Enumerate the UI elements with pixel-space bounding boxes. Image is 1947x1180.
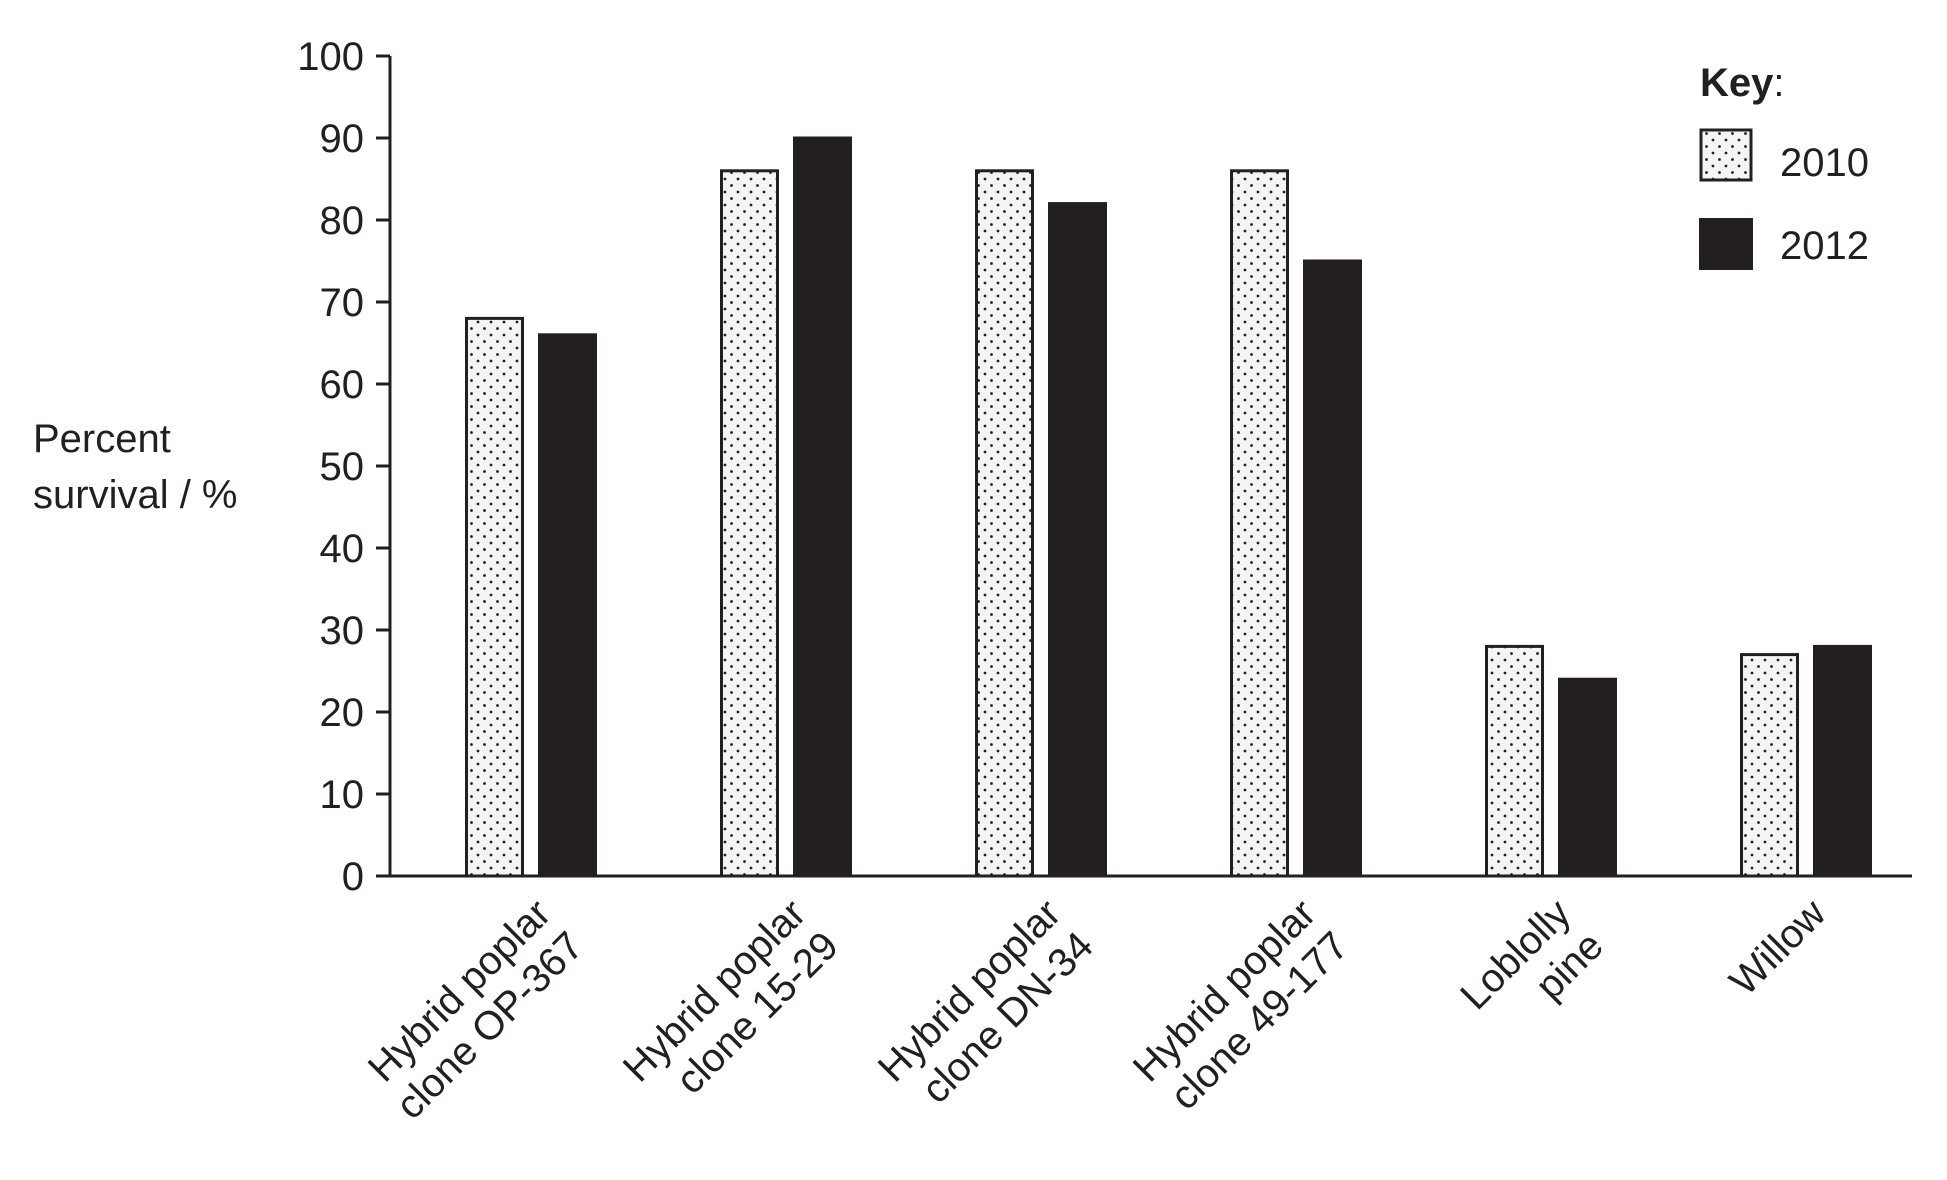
bar-2010-hybrid-poplar-clone-dn-34 — [975, 169, 1034, 878]
legend-label-2012: 2012 — [1780, 224, 1869, 268]
y-tick-label-0: 0 — [342, 855, 364, 899]
category-label-loblolly-pine: Loblollypine — [1452, 891, 1612, 1051]
bar-2010-loblolly-pine — [1485, 644, 1544, 878]
category-label-hybrid-poplar-clone-49-177: Hybrid poplarclone 49-177 — [1125, 891, 1357, 1123]
bars-group — [465, 136, 1872, 878]
y-axis: 0 10 20 30 40 50 60 70 80 90 100 — [297, 35, 392, 899]
legend-label-2010: 2010 — [1780, 141, 1869, 185]
y-tick-label-10: 10 — [320, 773, 365, 817]
y-tick-label-80: 80 — [320, 199, 365, 243]
y-tick-label-50: 50 — [320, 445, 365, 489]
bar-2010-hybrid-poplar-clone-49-177 — [1230, 169, 1289, 878]
category-label-hybrid-poplar-clone-op-367: Hybrid poplarclone OP-367 — [355, 891, 592, 1128]
y-tick-label-60: 60 — [320, 363, 365, 407]
y-axis-label-line-2: survival / % — [33, 473, 238, 517]
bar-2012-loblolly-pine — [1558, 677, 1617, 876]
y-tick-label-40: 40 — [320, 527, 365, 571]
y-tick-label-90: 90 — [320, 117, 365, 161]
y-tick-label-100: 100 — [297, 35, 364, 79]
y-axis-label-line-1: Percent — [33, 417, 171, 461]
category-label-willow: Willow — [1721, 891, 1834, 1004]
legend-swatch-2012 — [1699, 218, 1753, 270]
bar-2012-hybrid-poplar-clone-op-367 — [538, 333, 597, 876]
category-label-hybrid-poplar-clone-dn-34: Hybrid poplarclone DN-34 — [870, 891, 1102, 1123]
category-label-line-1: Willow — [1721, 891, 1834, 1004]
legend: Key: 2010 2012 — [1699, 61, 1869, 270]
y-tick-label-20: 20 — [320, 691, 365, 735]
y-tick-label-70: 70 — [320, 281, 365, 325]
category-labels: Hybrid poplarclone OP-367 Hybrid poplarcl… — [355, 891, 1834, 1128]
bar-2012-willow — [1813, 644, 1872, 876]
bar-2012-hybrid-poplar-clone-dn-34 — [1048, 202, 1107, 877]
bar-2012-hybrid-poplar-clone-49-177 — [1303, 259, 1362, 876]
bar-2010-hybrid-poplar-clone-op-367 — [465, 316, 524, 878]
legend-title-separator: : — [1773, 61, 1784, 105]
legend-title: Key — [1700, 61, 1774, 105]
y-tick-label-30: 30 — [320, 609, 365, 653]
bar-2010-willow — [1740, 653, 1799, 878]
bar-2010-hybrid-poplar-clone-15-29 — [720, 169, 779, 878]
y-axis-label: Percent survival / % — [33, 417, 238, 517]
legend-swatch-2010 — [1699, 128, 1753, 182]
legend-title-text: Key: — [1700, 61, 1785, 105]
bar-2012-hybrid-poplar-clone-15-29 — [793, 136, 852, 876]
category-label-hybrid-poplar-clone-15-29: Hybrid poplarclone 15-29 — [615, 891, 847, 1123]
